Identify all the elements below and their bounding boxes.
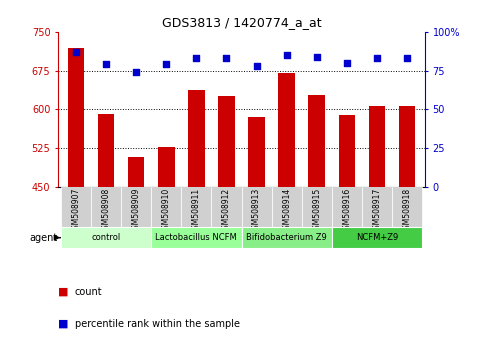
Text: agent: agent — [29, 233, 57, 242]
Point — [343, 60, 351, 66]
Bar — [121, 187, 151, 228]
Text: GSM508917: GSM508917 — [372, 188, 382, 234]
Bar — [68, 48, 85, 187]
Text: control: control — [91, 233, 121, 242]
Point — [403, 55, 411, 61]
Point — [283, 52, 290, 58]
Text: GSM508916: GSM508916 — [342, 188, 351, 234]
Text: ■: ■ — [58, 319, 69, 329]
Text: GSM508908: GSM508908 — [101, 188, 111, 234]
Text: Bifidobacterium Z9: Bifidobacterium Z9 — [246, 233, 327, 242]
Text: GSM508911: GSM508911 — [192, 188, 201, 234]
Point — [162, 62, 170, 67]
Bar — [212, 187, 242, 228]
Point — [132, 69, 140, 75]
Bar — [332, 228, 422, 248]
Point — [373, 55, 381, 61]
Bar — [362, 187, 392, 228]
Text: GSM508912: GSM508912 — [222, 188, 231, 234]
Text: GSM508918: GSM508918 — [402, 188, 412, 234]
Bar — [242, 228, 332, 248]
Bar — [128, 157, 144, 187]
Bar — [158, 147, 174, 187]
Point — [313, 54, 321, 59]
Text: GSM508913: GSM508913 — [252, 188, 261, 234]
Text: count: count — [75, 287, 102, 297]
Bar — [369, 106, 385, 187]
Bar — [278, 73, 295, 187]
Text: GSM508914: GSM508914 — [282, 188, 291, 234]
Bar — [242, 187, 271, 228]
Bar — [332, 187, 362, 228]
Bar — [392, 187, 422, 228]
Bar — [218, 96, 235, 187]
Bar — [188, 90, 205, 187]
Bar — [302, 187, 332, 228]
Bar — [309, 95, 325, 187]
Bar — [181, 187, 212, 228]
Text: GSM508909: GSM508909 — [132, 188, 141, 234]
Bar — [61, 187, 91, 228]
Text: ■: ■ — [58, 287, 69, 297]
Text: GSM508915: GSM508915 — [312, 188, 321, 234]
Bar — [98, 114, 114, 187]
Title: GDS3813 / 1420774_a_at: GDS3813 / 1420774_a_at — [162, 16, 321, 29]
Point — [193, 55, 200, 61]
Bar — [339, 115, 355, 187]
Point — [253, 63, 260, 69]
Text: NCFM+Z9: NCFM+Z9 — [356, 233, 398, 242]
Text: GSM508907: GSM508907 — [71, 188, 81, 234]
Bar — [61, 228, 151, 248]
Point — [102, 62, 110, 67]
Bar — [91, 187, 121, 228]
Bar — [151, 228, 242, 248]
Text: GSM508910: GSM508910 — [162, 188, 171, 234]
Text: Lactobacillus NCFM: Lactobacillus NCFM — [156, 233, 237, 242]
Point — [223, 55, 230, 61]
Bar — [248, 117, 265, 187]
Text: percentile rank within the sample: percentile rank within the sample — [75, 319, 240, 329]
Point — [72, 49, 80, 55]
Bar — [151, 187, 181, 228]
Bar — [398, 106, 415, 187]
Bar — [271, 187, 302, 228]
